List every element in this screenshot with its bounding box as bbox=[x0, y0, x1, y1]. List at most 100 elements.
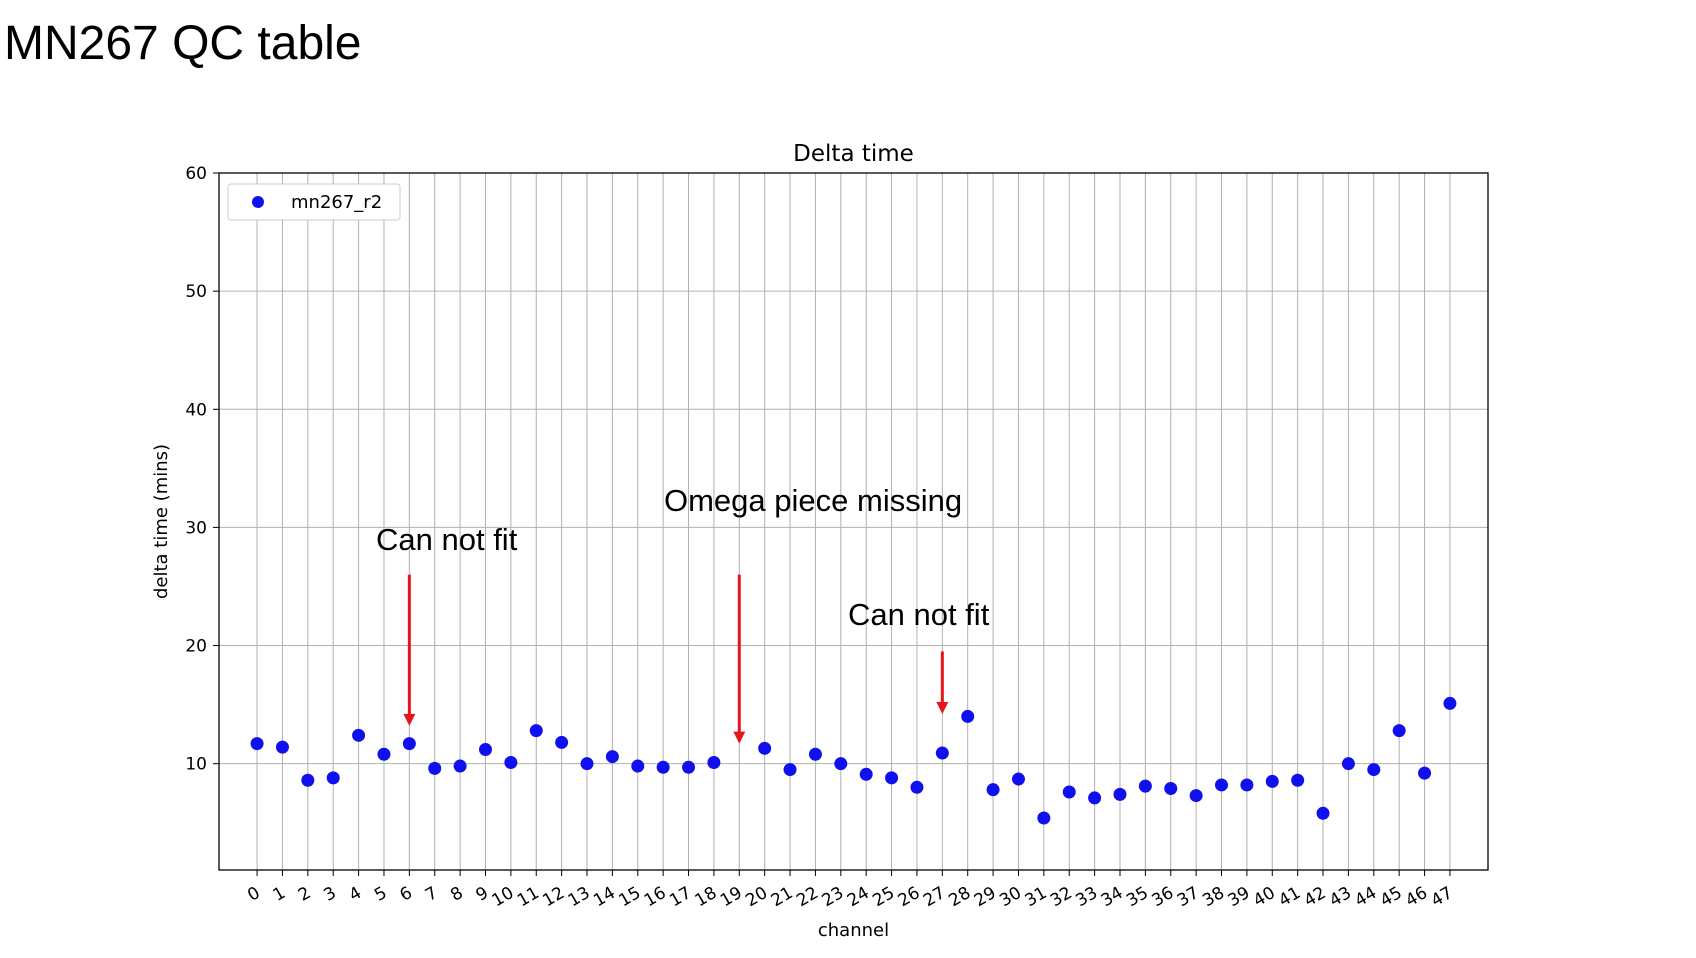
annotation-arrow-head bbox=[403, 713, 416, 726]
data-point bbox=[885, 771, 899, 785]
data-point bbox=[1418, 766, 1432, 780]
x-tick-label: 16 bbox=[641, 883, 670, 911]
x-tick-label: 1 bbox=[270, 883, 289, 906]
data-point bbox=[453, 759, 467, 773]
data-point bbox=[631, 759, 645, 773]
x-tick-label: 18 bbox=[692, 883, 721, 911]
y-tick-label: 10 bbox=[185, 755, 207, 775]
x-tick-label: 30 bbox=[996, 883, 1025, 911]
x-tick-label: 43 bbox=[1326, 883, 1355, 911]
data-point bbox=[1265, 774, 1279, 788]
x-axis-ticks: 0 1 2 3 4 5 6 7 8 9101112131415161718192021222324… bbox=[244, 870, 1456, 911]
data-point bbox=[707, 755, 721, 769]
data-point bbox=[1367, 763, 1381, 777]
chart-title: Delta time bbox=[793, 141, 914, 167]
data-point bbox=[478, 743, 492, 757]
x-tick-label: 45 bbox=[1377, 883, 1406, 911]
x-tick-label: 0 bbox=[244, 883, 263, 906]
x-tick-label: 10 bbox=[489, 883, 518, 911]
x-tick-label: 24 bbox=[844, 883, 873, 911]
y-tick-label: 50 bbox=[185, 282, 207, 302]
x-tick-label: 2 bbox=[295, 883, 314, 906]
x-tick-label: 3 bbox=[320, 883, 339, 906]
data-point bbox=[682, 760, 696, 774]
x-tick-label: 31 bbox=[1022, 883, 1051, 911]
x-tick-label: 38 bbox=[1199, 883, 1228, 911]
x-tick-label: 20 bbox=[742, 883, 771, 911]
x-tick-label: 6 bbox=[396, 883, 415, 906]
data-point bbox=[555, 735, 569, 749]
x-tick-label: 12 bbox=[539, 883, 568, 911]
data-point bbox=[275, 740, 289, 754]
x-tick-label: 13 bbox=[565, 883, 594, 911]
data-point bbox=[986, 783, 1000, 797]
y-tick-label: 20 bbox=[185, 637, 207, 657]
data-point bbox=[1392, 724, 1406, 738]
data-point bbox=[352, 728, 366, 742]
legend-marker bbox=[252, 196, 264, 208]
data-point bbox=[1443, 696, 1457, 710]
data-point bbox=[1291, 773, 1305, 787]
x-tick-label: 40 bbox=[1250, 883, 1279, 911]
data-point bbox=[834, 757, 848, 771]
data-points bbox=[250, 696, 1457, 825]
data-point bbox=[1138, 779, 1152, 793]
data-point bbox=[1088, 791, 1102, 805]
x-tick-label: 5 bbox=[371, 883, 390, 906]
data-point bbox=[1341, 757, 1355, 771]
x-tick-label: 42 bbox=[1301, 883, 1330, 911]
x-tick-label: 44 bbox=[1352, 883, 1381, 911]
annotation-label: Can not fit bbox=[376, 522, 518, 557]
data-point bbox=[1011, 772, 1025, 786]
data-point bbox=[529, 724, 543, 738]
y-tick-label: 30 bbox=[185, 518, 207, 538]
x-tick-label: 4 bbox=[346, 883, 365, 906]
x-tick-label: 19 bbox=[717, 883, 746, 911]
x-tick-label: 27 bbox=[920, 883, 949, 911]
slide-title: MN267 QC table bbox=[4, 17, 362, 70]
data-point bbox=[935, 746, 949, 760]
y-tick-label: 40 bbox=[185, 400, 207, 420]
data-point bbox=[1316, 806, 1330, 820]
data-point bbox=[504, 755, 518, 769]
x-tick-label: 39 bbox=[1225, 883, 1254, 911]
data-point bbox=[808, 747, 822, 761]
y-tick-label: 60 bbox=[185, 164, 207, 184]
x-tick-label: 46 bbox=[1402, 883, 1431, 911]
data-point bbox=[377, 747, 391, 761]
x-tick-label: 29 bbox=[971, 883, 1000, 911]
x-tick-label: 33 bbox=[1072, 883, 1101, 911]
x-tick-label: 15 bbox=[616, 883, 645, 911]
grid-lines bbox=[219, 172, 1488, 870]
legend-label: mn267_r2 bbox=[291, 192, 382, 213]
x-tick-label: 35 bbox=[1123, 883, 1152, 911]
x-tick-label: 37 bbox=[1174, 883, 1203, 911]
legend: mn267_r2 bbox=[227, 183, 401, 221]
x-tick-label: 34 bbox=[1098, 883, 1127, 911]
x-tick-label: 7 bbox=[422, 883, 441, 906]
x-tick-label: 36 bbox=[1149, 883, 1178, 911]
x-tick-label: 21 bbox=[768, 883, 797, 911]
data-point bbox=[1037, 811, 1051, 825]
data-point bbox=[250, 737, 264, 751]
x-tick-label: 26 bbox=[895, 883, 924, 911]
x-tick-label: 22 bbox=[793, 883, 822, 911]
data-point bbox=[1062, 785, 1076, 799]
data-point bbox=[783, 763, 797, 777]
x-tick-label: 23 bbox=[819, 883, 848, 911]
data-point bbox=[1215, 778, 1229, 792]
data-point bbox=[580, 757, 594, 771]
annotation-label: Omega piece missing bbox=[664, 483, 963, 518]
data-point bbox=[758, 741, 772, 755]
data-point bbox=[1189, 789, 1203, 803]
x-tick-label: 8 bbox=[447, 883, 466, 906]
data-point bbox=[1164, 781, 1178, 795]
data-point bbox=[326, 771, 340, 785]
x-tick-label: 17 bbox=[666, 883, 695, 911]
x-tick-label: 47 bbox=[1428, 883, 1457, 911]
data-point bbox=[301, 773, 315, 787]
legend-box bbox=[227, 183, 401, 221]
plot-area bbox=[218, 172, 1489, 871]
annotation-arrow-head bbox=[936, 702, 949, 715]
